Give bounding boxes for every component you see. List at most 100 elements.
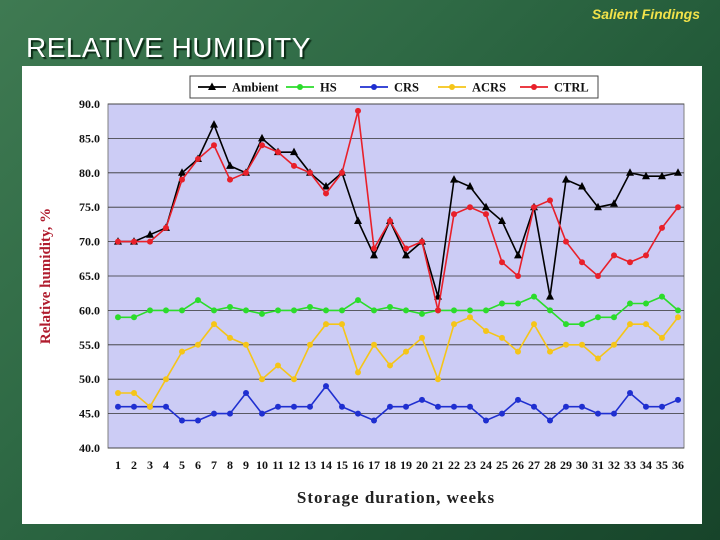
data-point-crs (659, 403, 665, 410)
data-point-acrs (339, 321, 345, 328)
legend-label-crs: CRS (394, 81, 419, 95)
data-point-hs (387, 303, 393, 310)
data-point-ambient (354, 216, 362, 224)
y-tick-label: 45.0 (79, 407, 100, 421)
data-point-ctrl (131, 238, 137, 245)
data-point-hs (211, 307, 217, 314)
data-point-acrs (259, 376, 265, 383)
data-point-hs (243, 307, 249, 314)
data-point-acrs (387, 362, 393, 369)
x-tick-label: 26 (512, 458, 524, 472)
data-point-ctrl (355, 107, 361, 114)
data-point-hs (531, 293, 537, 300)
data-point-acrs (643, 321, 649, 328)
x-tick-label: 18 (384, 458, 396, 472)
data-point-ambient (562, 175, 570, 183)
data-point-ambient (402, 250, 410, 259)
data-point-hs (371, 307, 377, 314)
data-point-ambient (370, 250, 378, 259)
data-point-ambient (482, 202, 490, 211)
series-lines (114, 107, 682, 424)
data-point-hs (515, 300, 521, 307)
x-tick-label: 7 (211, 458, 217, 472)
data-point-crs (675, 396, 681, 403)
data-point-ctrl (323, 190, 329, 197)
x-tick-label: 14 (320, 458, 332, 472)
x-tick-label: 11 (272, 458, 283, 472)
data-point-hs (483, 307, 489, 314)
data-point-crs (355, 410, 361, 417)
legend-marker-hs (297, 84, 303, 90)
data-point-crs (275, 403, 281, 410)
legend-marker-ambient (208, 82, 216, 90)
data-point-ctrl (643, 252, 649, 259)
legend-label-ctrl: CTRL (554, 81, 589, 95)
data-point-acrs (227, 334, 233, 341)
x-tick-label: 16 (352, 458, 364, 472)
legend-label-ambient: Ambient (232, 81, 279, 95)
y-tick-label: 80.0 (79, 166, 100, 180)
data-point-crs (387, 403, 393, 410)
data-point-acrs (211, 321, 217, 328)
data-point-ctrl (227, 176, 233, 183)
data-point-ctrl (291, 162, 297, 169)
data-point-hs (147, 307, 153, 314)
data-point-ctrl (611, 252, 617, 259)
data-point-acrs (419, 334, 425, 341)
x-tick-label: 22 (448, 458, 460, 472)
data-point-ambient (322, 182, 330, 190)
data-point-ambient (626, 168, 634, 176)
y-tick-label: 90.0 (79, 97, 100, 111)
data-point-ctrl (515, 273, 521, 279)
data-point-hs (611, 314, 617, 321)
data-point-crs (563, 403, 569, 410)
data-point-acrs (243, 341, 249, 348)
data-point-hs (275, 307, 281, 314)
data-point-ambient (178, 168, 186, 176)
data-point-ctrl (387, 217, 393, 224)
x-tick-label: 17 (368, 458, 380, 472)
x-tick-label: 6 (195, 458, 201, 472)
data-point-ctrl (563, 238, 569, 245)
data-point-crs (403, 403, 409, 410)
section-label: Salient Findings (591, 6, 700, 22)
data-point-acrs (595, 355, 601, 362)
data-point-ctrl (179, 176, 185, 183)
data-point-ctrl (163, 224, 169, 231)
page-title: RELATIVE HUMIDITY (26, 32, 311, 63)
data-point-crs (627, 389, 633, 396)
x-tick-label: 36 (672, 458, 684, 472)
data-point-crs (435, 403, 441, 410)
data-point-ctrl (115, 238, 121, 245)
data-point-crs (179, 417, 185, 424)
x-tick-label: 23 (464, 458, 476, 472)
legend-marker-crs (371, 84, 377, 90)
data-point-hs (115, 314, 121, 321)
data-point-ctrl (659, 224, 665, 231)
data-point-ambient (658, 171, 666, 180)
x-tick-label: 31 (592, 458, 604, 472)
x-tick-labels: 1 2 3 4 5 6 7 8 9 10 11 12 13 14 15 16 17 18 19 20 21 22 23 24 2… (115, 458, 684, 472)
x-tick-label: 28 (544, 458, 556, 472)
data-point-hs (131, 314, 137, 321)
data-point-hs (179, 307, 185, 314)
data-point-acrs (115, 389, 121, 396)
data-point-acrs (579, 341, 585, 348)
data-point-ctrl (195, 156, 201, 163)
data-point-acrs (435, 376, 441, 383)
data-point-crs (131, 403, 137, 410)
data-point-crs (579, 403, 585, 410)
legend-label-hs: HS (320, 81, 337, 95)
x-tick-label: 21 (432, 458, 444, 472)
data-point-crs (595, 410, 601, 417)
series-line-ambient (118, 122, 679, 297)
data-point-ctrl (403, 245, 409, 252)
data-point-hs (595, 314, 601, 321)
x-tick-label: 29 (560, 458, 572, 472)
data-point-crs (195, 417, 201, 424)
data-point-ctrl (467, 204, 473, 211)
data-point-hs (323, 307, 329, 314)
data-point-acrs (451, 321, 457, 328)
legend-box (189, 75, 599, 99)
x-tick-label: 13 (304, 458, 316, 472)
